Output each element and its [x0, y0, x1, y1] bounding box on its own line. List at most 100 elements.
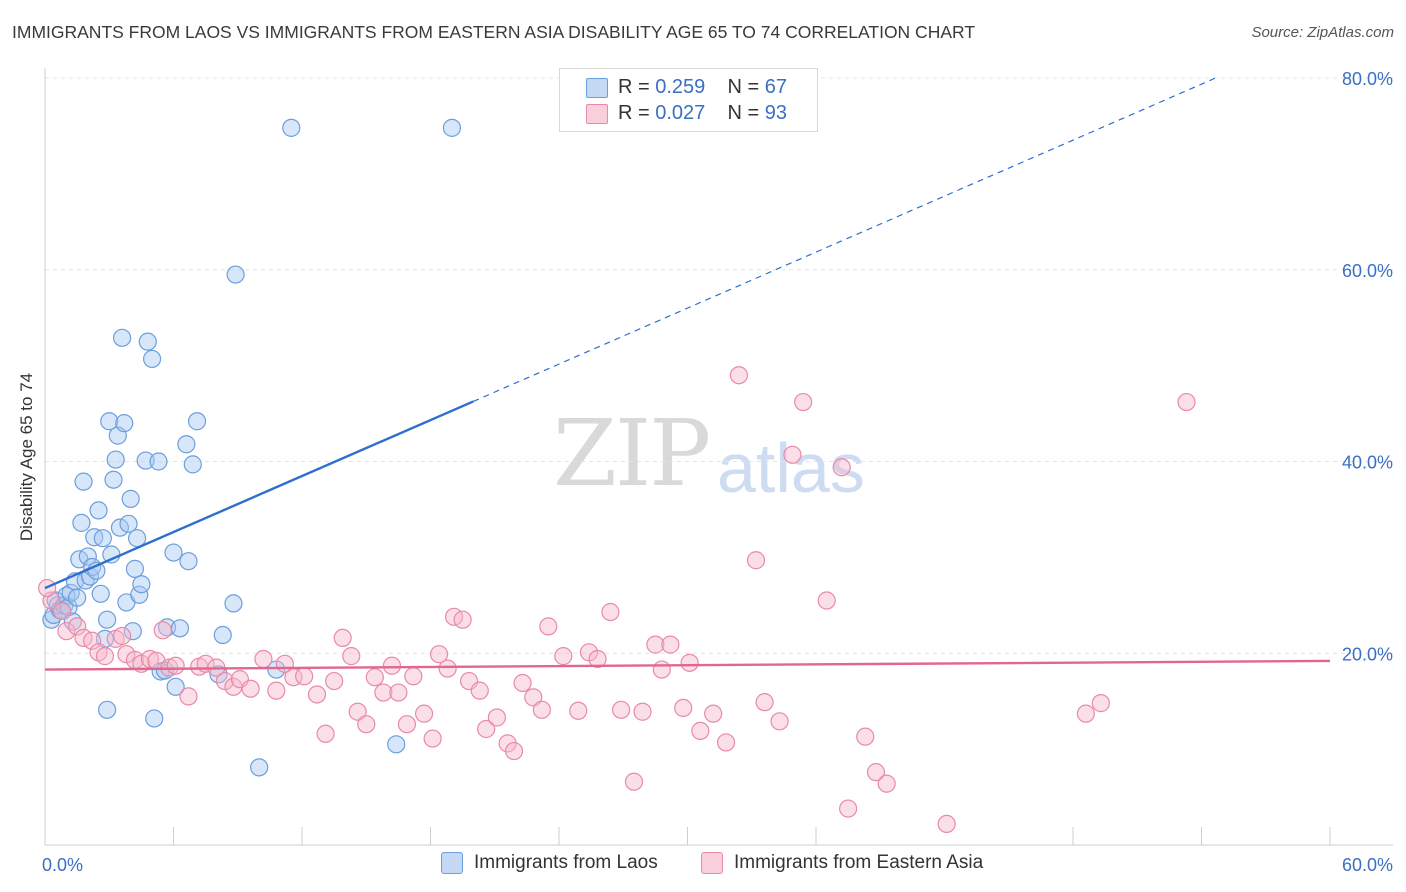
- point-asia: [477, 719, 496, 739]
- legend-r-label-laos: R =: [618, 76, 656, 98]
- point-asia: [569, 701, 588, 720]
- point-asia: [140, 649, 160, 669]
- point-asia: [470, 681, 489, 700]
- bottom-legend-label-asia: Immigrants from Eastern Asia: [734, 852, 984, 873]
- point-laos: [166, 677, 185, 696]
- point-asia: [633, 702, 652, 721]
- point-asia: [316, 724, 335, 743]
- point-laos: [98, 610, 117, 629]
- point-asia: [674, 698, 693, 717]
- point-asia: [325, 671, 344, 691]
- point-asia: [661, 635, 680, 654]
- point-asia: [513, 673, 532, 693]
- point-asia: [438, 659, 457, 678]
- point-asia: [365, 668, 384, 687]
- point-asia: [601, 602, 620, 622]
- bottom-legend-swatch-asia: [701, 852, 723, 874]
- point-asia: [588, 649, 607, 669]
- point-asia: [1076, 704, 1095, 723]
- chart-title: IMMIGRANTS FROM LAOS VS IMMIGRANTS FROM …: [12, 22, 976, 42]
- y-tick-label: 60.0%: [1342, 261, 1393, 281]
- point-laos: [187, 412, 207, 431]
- point-laos: [183, 455, 202, 474]
- legend-swatch-asia: [586, 104, 608, 124]
- watermark-atlas: atlas: [717, 429, 865, 507]
- point-asia: [612, 700, 631, 719]
- point-laos: [72, 513, 91, 532]
- point-asia: [429, 645, 449, 664]
- point-asia: [504, 741, 524, 761]
- point-asia: [817, 591, 836, 610]
- y-tick-label: 20.0%: [1342, 644, 1393, 664]
- point-asia: [414, 704, 434, 723]
- point-laos: [226, 265, 245, 284]
- source-credit: Source: ZipAtlas.com: [1251, 24, 1394, 41]
- point-laos: [442, 118, 462, 137]
- point-asia: [348, 702, 367, 721]
- point-asia: [646, 635, 665, 654]
- point-laos: [136, 451, 155, 470]
- point-asia: [453, 610, 472, 629]
- point-asia: [832, 458, 851, 477]
- point-laos: [282, 118, 301, 137]
- point-asia: [357, 715, 376, 734]
- legend-n-value-laos: 67: [764, 76, 788, 98]
- point-asia: [755, 693, 774, 712]
- point-laos: [387, 735, 406, 754]
- point-asia: [691, 721, 710, 741]
- point-asia: [1177, 392, 1196, 412]
- point-laos: [121, 489, 140, 508]
- point-asia: [729, 366, 749, 385]
- point-asia: [53, 601, 72, 621]
- point-laos: [74, 472, 93, 491]
- point-laos: [224, 594, 243, 613]
- point-asia: [267, 681, 286, 700]
- point-asia: [624, 772, 644, 791]
- point-laos: [68, 588, 87, 607]
- point-asia: [539, 617, 558, 636]
- point-asia: [166, 656, 185, 675]
- point-asia: [241, 679, 260, 698]
- point-asia: [532, 700, 551, 719]
- point-asia: [112, 626, 132, 646]
- point-asia: [57, 622, 76, 641]
- point-asia: [866, 763, 886, 782]
- point-laos: [106, 450, 125, 469]
- point-laos: [177, 435, 196, 454]
- point-asia: [487, 708, 506, 727]
- point-laos: [164, 543, 183, 562]
- trendline-laos: [44, 400, 474, 590]
- point-asia: [770, 712, 789, 731]
- point-laos: [209, 665, 228, 684]
- point-laos: [115, 414, 134, 433]
- point-laos: [89, 501, 108, 520]
- point-asia: [374, 683, 393, 702]
- point-asia: [794, 392, 813, 412]
- point-laos: [119, 514, 138, 533]
- point-asia: [179, 687, 198, 706]
- x-tick-label: 60.0%: [1342, 855, 1393, 875]
- point-laos: [213, 625, 232, 645]
- point-laos: [93, 529, 112, 548]
- point-asia: [652, 660, 671, 679]
- point-asia: [83, 631, 102, 650]
- point-asia: [554, 647, 573, 666]
- point-laos: [112, 328, 132, 347]
- point-asia: [524, 688, 543, 707]
- point-laos: [170, 619, 190, 638]
- point-asia: [783, 445, 802, 464]
- point-asia: [1091, 694, 1110, 713]
- trendline-asia: [44, 659, 1331, 671]
- point-laos: [132, 575, 151, 594]
- point-laos: [142, 349, 162, 369]
- point-asia: [254, 649, 273, 669]
- x-tick-label: 0.0%: [42, 855, 83, 875]
- point-asia: [307, 685, 327, 704]
- bottom-legend-swatch-laos: [441, 852, 463, 874]
- point-laos: [100, 412, 119, 431]
- trendline-extension-laos: [473, 77, 1216, 402]
- point-asia: [382, 656, 402, 675]
- legend-r-value-asia: 0.027: [655, 102, 706, 124]
- point-asia: [423, 729, 442, 748]
- point-asia: [746, 551, 766, 570]
